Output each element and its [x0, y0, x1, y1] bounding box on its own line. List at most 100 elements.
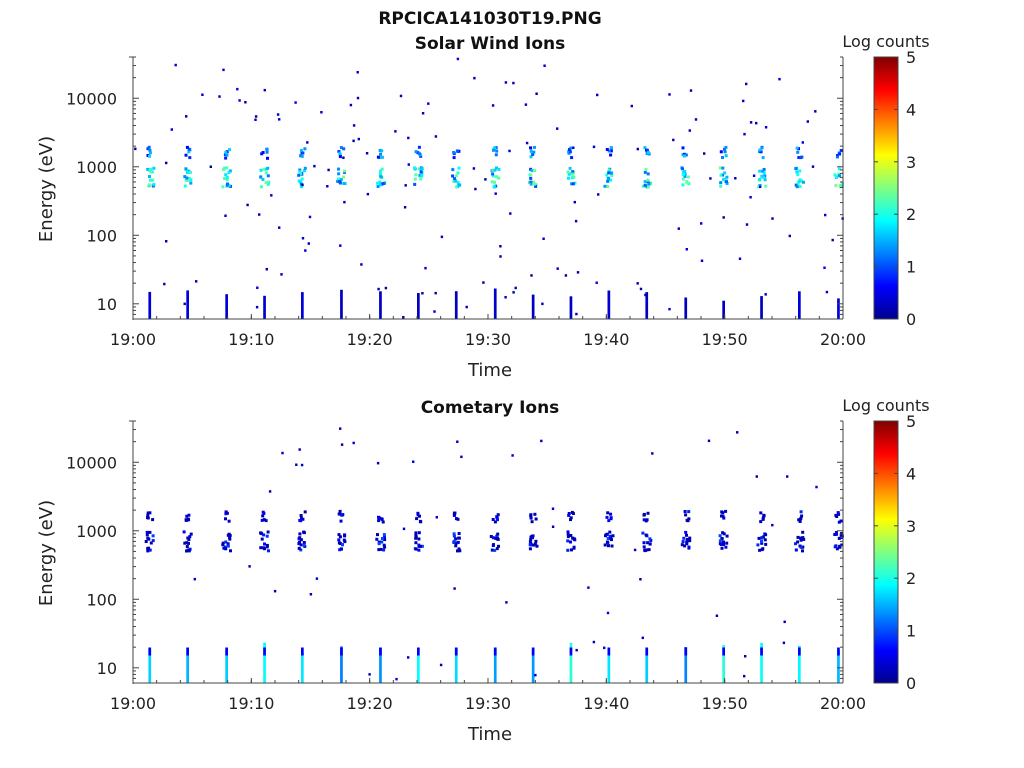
heatmap-cell: [455, 185, 459, 189]
heatmap-cell: [295, 463, 298, 466]
heatmap-cell: [299, 548, 303, 552]
heatmap-cell: [806, 120, 809, 123]
heatmap-cell: [457, 536, 461, 540]
heatmap-cell: [734, 177, 737, 180]
heatmap-cell: [644, 519, 648, 523]
heatmap-cell: [567, 176, 570, 180]
heatmap-cell: [643, 183, 647, 187]
heatmap-cell: [688, 536, 692, 540]
heatmap-cell: [592, 640, 596, 644]
heatmap-cell: [570, 510, 574, 514]
heatmap-cell: [494, 153, 498, 157]
heatmap-cell: [452, 511, 456, 515]
heatmap-cell: [268, 490, 272, 493]
y-tick-label: 100: [86, 226, 117, 245]
heatmap-cell: [339, 178, 343, 181]
heatmap-cell: [195, 280, 198, 283]
x-tick-label: 19:20: [347, 330, 393, 349]
heatmap-cell: [148, 149, 152, 152]
heatmap-cell: [569, 518, 572, 522]
heatmap-cell: [566, 532, 570, 536]
heatmap-cell: [573, 537, 576, 541]
heatmap-cell: [453, 177, 456, 181]
heatmap-cell: [743, 132, 746, 136]
heatmap-cell: [377, 287, 380, 291]
heatmap-cell: [603, 543, 607, 547]
heatmap-cell: [185, 545, 189, 548]
heatmap-cell: [758, 185, 762, 188]
heatmap-cell: [497, 544, 500, 548]
heatmap-cell: [607, 149, 611, 153]
heatmap-cell: [152, 183, 156, 187]
heatmap-cell: [684, 297, 688, 319]
heatmap-cell: [134, 147, 137, 151]
heatmap-cell: [339, 427, 342, 430]
heatmap-cell: [379, 175, 383, 179]
heatmap-cell: [496, 518, 499, 522]
heatmap-cell: [458, 549, 462, 553]
heatmap-cell: [607, 652, 611, 683]
heatmap-cell: [493, 146, 497, 150]
heatmap-cell: [801, 141, 804, 144]
heatmap-cell: [530, 274, 533, 277]
heatmap-cell: [266, 530, 270, 534]
heatmap-cell: [646, 172, 650, 176]
heatmap-cell: [684, 647, 688, 683]
heatmap-cell: [680, 543, 684, 547]
heatmap-cell: [721, 514, 725, 518]
heatmap-cell: [647, 151, 650, 155]
heatmap-cell: [186, 179, 190, 182]
heatmap-cell: [149, 541, 153, 545]
heatmap-cell: [187, 538, 191, 541]
heatmap-cell: [504, 81, 508, 84]
heatmap-cell: [490, 548, 494, 552]
heatmap-cell: [840, 184, 844, 188]
heatmap-cell: [225, 184, 229, 188]
heatmap-cell: [223, 177, 227, 180]
heatmap-cell: [306, 141, 309, 144]
heatmap-cell: [528, 547, 532, 551]
heatmap-cell: [256, 286, 259, 289]
heatmap-cell: [186, 171, 190, 174]
heatmap-cell: [452, 156, 456, 160]
heatmap-cell: [749, 121, 753, 124]
heatmap-cell: [683, 544, 687, 548]
heatmap-cell: [529, 176, 533, 180]
heatmap-cell: [352, 124, 356, 127]
heatmap-cell: [685, 181, 689, 185]
heatmap-cell: [568, 166, 572, 170]
heatmap-cell: [509, 212, 512, 215]
heatmap-cell: [454, 647, 458, 656]
x-tick-label: 19:30: [465, 330, 511, 349]
heatmap-cell: [456, 181, 460, 185]
heatmap-cell: [801, 536, 805, 540]
heatmap-cell: [761, 169, 765, 173]
heatmap-cell: [755, 121, 758, 125]
heatmap-cell: [797, 518, 801, 522]
heatmap-cell: [146, 167, 150, 171]
heatmap-cell: [378, 183, 382, 187]
heatmap-cell: [378, 180, 382, 184]
heatmap-cell: [681, 173, 685, 176]
heatmap-cell: [302, 543, 306, 547]
heatmap-cell: [380, 149, 384, 153]
heatmap-cell: [340, 443, 344, 446]
heatmap-cell: [313, 164, 316, 168]
heatmap-cell: [718, 166, 722, 170]
heatmap-cell: [418, 173, 422, 177]
heatmap-cell: [499, 255, 502, 258]
heatmap-cell: [668, 307, 671, 311]
heatmap-cell: [182, 530, 186, 534]
heatmap-cell: [592, 145, 596, 149]
heatmap-cell: [722, 540, 725, 544]
heatmap-cell: [573, 200, 576, 204]
heatmap-cell: [456, 171, 460, 175]
heatmap-cell: [451, 168, 455, 172]
heatmap-cell: [651, 452, 654, 455]
heatmap-cell: [685, 533, 688, 537]
heatmap-cell: [185, 176, 189, 180]
heatmap-cell: [687, 182, 691, 186]
heatmap-cell: [209, 165, 212, 168]
heatmap-cell: [683, 154, 686, 158]
heatmap-cell: [630, 104, 633, 108]
